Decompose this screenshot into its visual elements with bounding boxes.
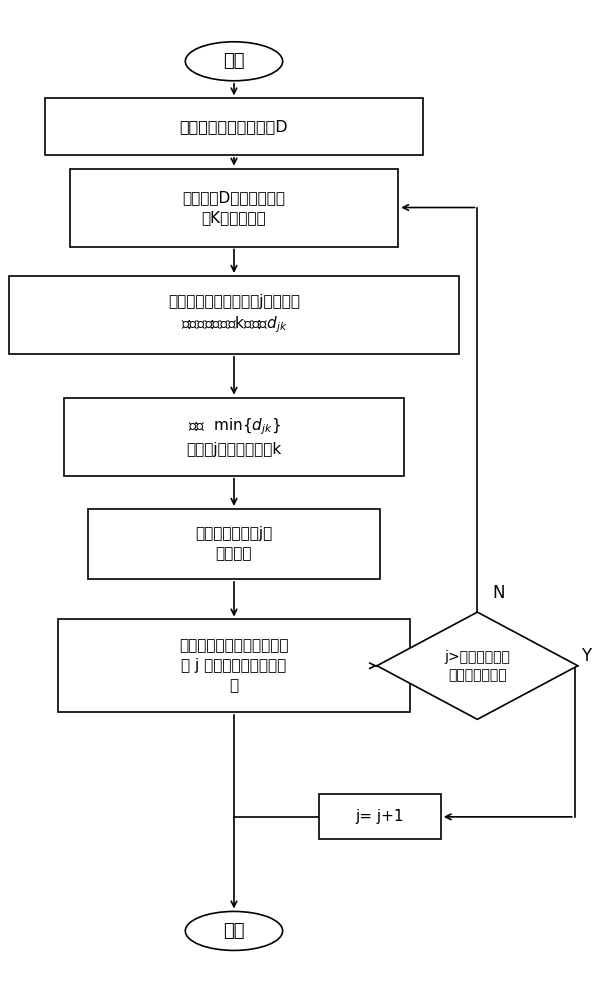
Text: 开始: 开始 <box>223 52 245 70</box>
Text: 收集数据，构造数据集D: 收集数据，构造数据集D <box>180 119 289 134</box>
FancyBboxPatch shape <box>70 169 398 247</box>
Text: j= j+1: j= j+1 <box>356 809 404 824</box>
Text: 对数据集D聚类分析，得
到K个聚类类别: 对数据集D聚类分析，得 到K个聚类类别 <box>182 190 286 225</box>
Text: N: N <box>492 584 505 602</box>
FancyBboxPatch shape <box>9 276 459 354</box>
FancyBboxPatch shape <box>58 619 410 712</box>
Text: Y: Y <box>581 647 591 665</box>
Ellipse shape <box>185 42 282 81</box>
Ellipse shape <box>185 911 282 950</box>
FancyBboxPatch shape <box>45 98 422 155</box>
FancyBboxPatch shape <box>64 398 405 476</box>
Text: 计算后续接受的新轧件j与各个的
聚类类别中心点k的距离$d_{jk}$: 计算后续接受的新轧件j与各个的 聚类类别中心点k的距离$d_{jk}$ <box>168 294 300 335</box>
Polygon shape <box>377 612 578 719</box>
Text: 判断  $\min\{d_{jk}\}$
则轧件j属于聚类类别k: 判断 $\min\{d_{jk}\}$ 则轧件j属于聚类类别k <box>187 416 282 457</box>
Text: 结束: 结束 <box>223 922 245 940</box>
FancyBboxPatch shape <box>319 794 441 839</box>
FancyBboxPatch shape <box>88 509 380 579</box>
Text: j>新轧件样本的
数量是否成立？: j>新轧件样本的 数量是否成立？ <box>445 650 510 682</box>
Text: 采用融合公式计算新轧件样
本 j 的精轧入口温度融合
值: 采用融合公式计算新轧件样 本 j 的精轧入口温度融合 值 <box>179 638 289 693</box>
Text: 计算新轧件样本j的
融合系数: 计算新轧件样本j的 融合系数 <box>195 526 273 561</box>
